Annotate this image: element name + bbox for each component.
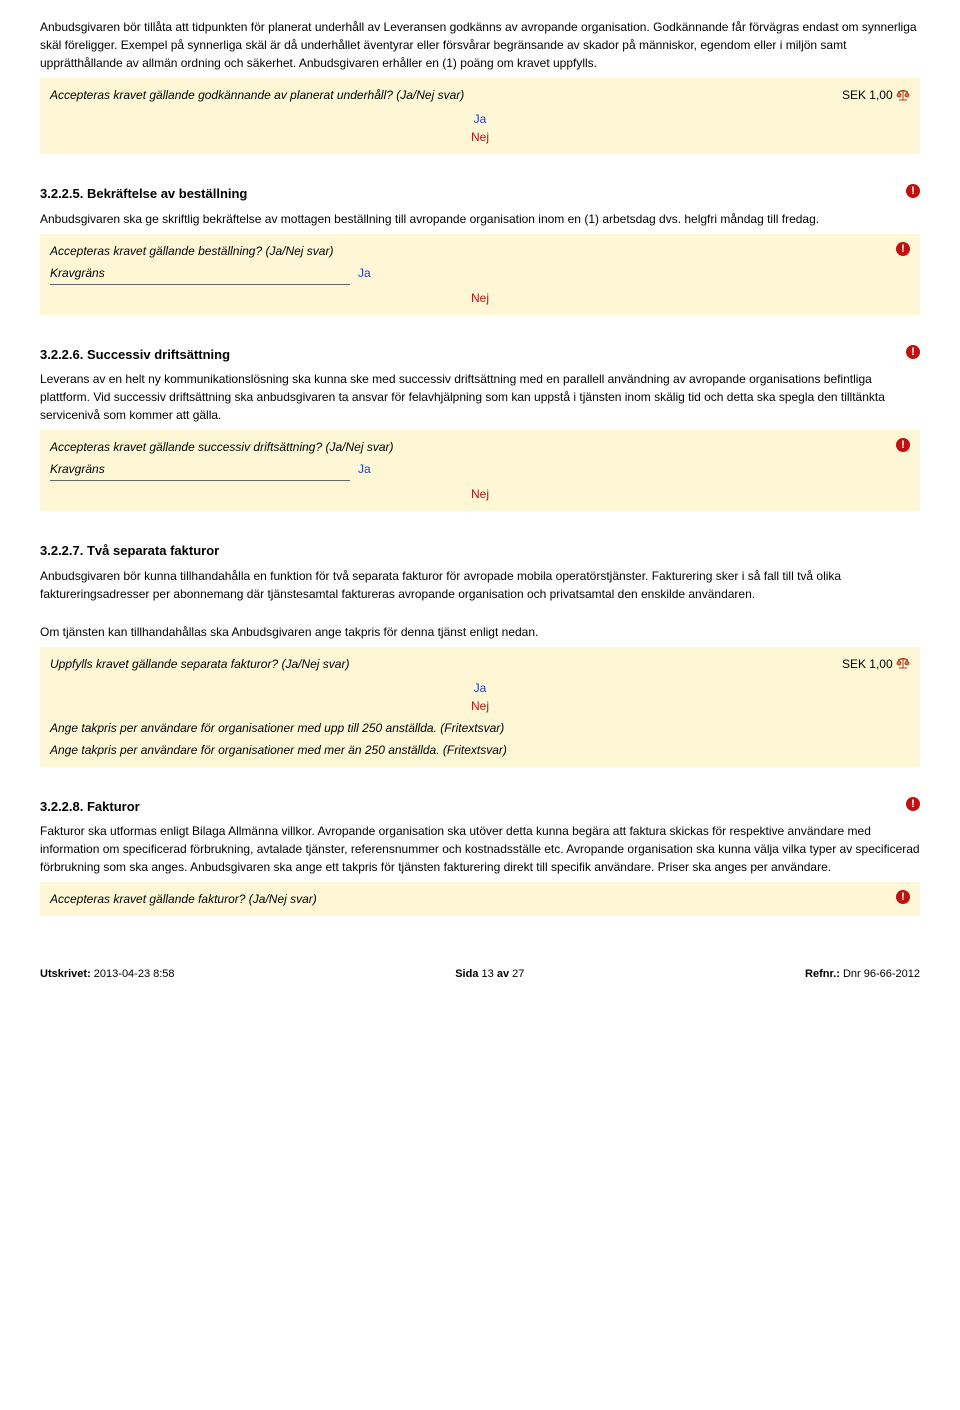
answer-nej: Nej [50, 485, 910, 503]
footer-right-value: Dnr 96-66-2012 [840, 968, 920, 980]
answer-ja: Ja [50, 679, 910, 697]
kravgrans-label: Kravgräns [50, 264, 350, 285]
sek-value: SEK 1,00 [842, 657, 893, 671]
section-3228-body: Fakturor ska utformas enligt Bilaga Allm… [40, 822, 920, 876]
exclaim-icon: ! [896, 890, 910, 904]
sek-label: SEK 1,00 [842, 655, 910, 673]
question-text-3: Ange takpris per användare för organisat… [50, 741, 910, 759]
page-footer: Utskrivet: 2013-04-23 8:58 Sida 13 av 27… [40, 966, 920, 983]
footer-center: Sida 13 av 27 [455, 966, 524, 983]
footer-left-label: Utskrivet: [40, 968, 91, 980]
question-text: Accepteras kravet gällande fakturor? (Ja… [50, 890, 910, 908]
question-text: Uppfylls kravet gällande separata faktur… [50, 655, 910, 673]
section-3227-header: 3.2.2.7. Två separata fakturor [40, 541, 920, 561]
section-3227-body2: Om tjänsten kan tillhandahållas ska Anbu… [40, 623, 920, 641]
answer-ja: Ja [358, 264, 371, 282]
question-text: Accepteras kravet gällande beställning? … [50, 242, 910, 260]
section-3227-body1: Anbudsgivaren bör kunna tillhandahålla e… [40, 567, 920, 603]
footer-left: Utskrivet: 2013-04-23 8:58 [40, 966, 175, 983]
footer-right-label: Refnr.: [805, 968, 840, 980]
question-box-3227: Uppfylls kravet gällande separata faktur… [40, 647, 920, 767]
question-text-2: Ange takpris per användare för organisat… [50, 719, 910, 737]
kravgrans-row: Kravgräns Ja [50, 460, 910, 481]
answer-block: Ja Nej [50, 679, 910, 715]
question-box-3228: ! Accepteras kravet gällande fakturor? (… [40, 882, 920, 916]
question-text: Accepteras kravet gällande godkännande a… [50, 86, 910, 104]
section-3228-header: 3.2.2.8. Fakturor ! [40, 797, 920, 817]
kravgrans-row: Kravgräns Ja [50, 264, 910, 285]
question-box-underhall: Accepteras kravet gällande godkännande a… [40, 78, 920, 154]
section-3225-header: 3.2.2.5. Bekräftelse av beställning ! [40, 184, 920, 204]
footer-center-suffix: av [494, 968, 512, 980]
balance-scale-icon [896, 90, 910, 102]
question-text: Accepteras kravet gällande successiv dri… [50, 438, 910, 456]
balance-scale-icon [896, 658, 910, 670]
answer-nej: Nej [50, 128, 910, 146]
section-title: 3.2.2.7. Två separata fakturor [40, 543, 219, 558]
intro-paragraph: Anbudsgivaren bör tillåta att tidpunkten… [40, 18, 920, 72]
answer-ja: Ja [358, 460, 371, 478]
question-box-3225: ! Accepteras kravet gällande beställning… [40, 234, 920, 315]
section-title: 3.2.2.8. Fakturor [40, 799, 140, 814]
footer-right: Refnr.: Dnr 96-66-2012 [805, 966, 920, 983]
section-title: 3.2.2.5. Bekräftelse av beställning [40, 186, 247, 201]
answer-nej: Nej [50, 289, 910, 307]
answer-nej: Nej [50, 697, 910, 715]
footer-left-value: 2013-04-23 8:58 [91, 968, 175, 980]
exclaim-icon: ! [896, 242, 910, 256]
answer-ja: Ja [50, 110, 910, 128]
section-3225-body: Anbudsgivaren ska ge skriftlig bekräftel… [40, 210, 920, 228]
question-box-3226: ! Accepteras kravet gällande successiv d… [40, 430, 920, 511]
sek-value: SEK 1,00 [842, 88, 893, 102]
exclaim-icon: ! [896, 438, 910, 452]
answer-block: Ja Nej [50, 110, 910, 146]
section-title: 3.2.2.6. Successiv driftsättning [40, 347, 230, 362]
kravgrans-label: Kravgräns [50, 460, 350, 481]
exclaim-icon: ! [906, 797, 920, 811]
section-3226-body: Leverans av en helt ny kommunikationslös… [40, 370, 920, 424]
footer-center-label: Sida [455, 968, 481, 980]
footer-page-num: 13 [482, 968, 494, 980]
sek-label: SEK 1,00 [842, 86, 910, 104]
exclaim-icon: ! [906, 345, 920, 359]
section-3226-header: 3.2.2.6. Successiv driftsättning ! [40, 345, 920, 365]
footer-page-total: 27 [512, 968, 524, 980]
exclaim-icon: ! [906, 184, 920, 198]
